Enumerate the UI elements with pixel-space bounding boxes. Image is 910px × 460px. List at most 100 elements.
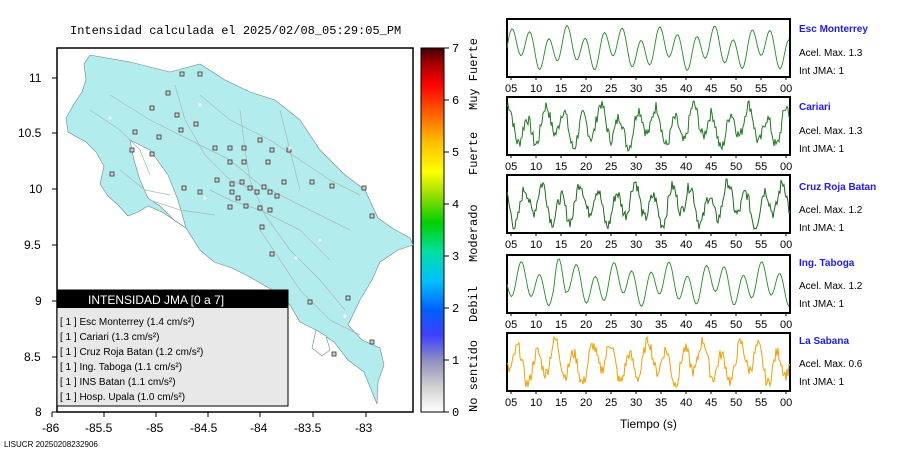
- waveform-frame-5: [506, 332, 791, 392]
- intensity-colorbar: 0 1 2 3 4 5 6 7 No sentido Debil Moderad…: [420, 38, 481, 420]
- map-ytick-9: 9: [35, 294, 42, 308]
- time-tick-label: 20: [580, 83, 592, 95]
- time-tick-label: 50: [730, 83, 742, 95]
- map-x-tick-labels: -86 -85.5 -85 -84.5 -84 -83.5 -83: [42, 421, 373, 435]
- costa-rica-landmass: [65, 54, 414, 405]
- time-tick-label: 35: [655, 397, 667, 409]
- station-int-5: Int JMA: 1: [799, 377, 845, 388]
- colorbar-tick-7: 7: [452, 42, 459, 56]
- time-tick-label: 10: [530, 161, 542, 173]
- time-tick-label: 40: [680, 83, 692, 95]
- time-tick-label: 10: [530, 83, 542, 95]
- legend-item-2: [ 1 ] Cariari (1.3 cm/s²): [60, 332, 159, 343]
- legend-item-3: [ 1 ] Cruz Roja Batan (1.2 cm/s²): [60, 347, 203, 358]
- waveform-panels: 05 10 15 20 25 30 35 40 45 50 55 00 05 10 15 20 25 30 35 40…: [505, 18, 792, 409]
- time-tick-label: 20: [580, 239, 592, 251]
- time-tick-label: 10: [530, 397, 542, 409]
- station-int-1: Int JMA: 1: [799, 66, 845, 77]
- time-tick-label: 55: [755, 319, 767, 331]
- station-name-5: La Sabana: [799, 336, 850, 347]
- time-tick-label: 05: [505, 83, 517, 95]
- station-acel-4: Acel. Max. 1.2: [799, 281, 863, 292]
- map-xtick--85: -85: [146, 421, 164, 435]
- station-name-1: Esc Monterrey: [799, 24, 868, 35]
- time-tick-label: 00: [780, 239, 792, 251]
- legend-title: INTENSIDAD JMA [0 a 7]: [88, 293, 224, 307]
- time-tick-label: 15: [555, 319, 567, 331]
- time-tick-label: 00: [780, 319, 792, 331]
- time-tick-label: 00: [780, 397, 792, 409]
- colorbar-tick-5: 5: [452, 146, 459, 160]
- colorbar-category-moderado: Moderado: [467, 204, 481, 262]
- colorbar-category-no-sentido: No sentido: [467, 340, 481, 412]
- time-tick-label: 05: [505, 239, 517, 251]
- colorbar-tick-3: 3: [452, 250, 459, 264]
- map-xtick--83: -83: [355, 421, 373, 435]
- map-ytick-11: 11: [29, 71, 42, 85]
- time-tick-label: 25: [605, 239, 617, 251]
- time-tick-label: 15: [555, 397, 567, 409]
- time-tick-label: 45: [705, 83, 717, 95]
- time-tick-label: 35: [655, 83, 667, 95]
- time-tick-label: 45: [705, 397, 717, 409]
- legend-item-5: [ 1 ] INS Batan (1.1 cm/s²): [60, 377, 176, 388]
- time-tick-label: 45: [705, 319, 717, 331]
- colorbar-tick-6: 6: [452, 94, 459, 108]
- time-tick-label: 05: [505, 161, 517, 173]
- station-acel-5: Acel. Max. 0.6: [799, 359, 863, 370]
- time-tick-label: 00: [780, 83, 792, 95]
- waveform-trace-4: [506, 258, 790, 307]
- time-tick-label: 25: [605, 397, 617, 409]
- time-tick-label: 40: [680, 319, 692, 331]
- time-tick-label: 20: [580, 161, 592, 173]
- time-tick-label: 50: [730, 161, 742, 173]
- time-tick-label: 40: [680, 397, 692, 409]
- legend-item-1: [ 1 ] Esc Monterrey (1.4 cm/s²): [60, 317, 194, 328]
- town-dots: [108, 103, 347, 318]
- time-tick-label: 30: [630, 239, 642, 251]
- time-tick-label: 30: [630, 161, 642, 173]
- map-ytick-9.5: 9.5: [24, 238, 41, 252]
- time-tick-label: 30: [630, 397, 642, 409]
- time-tick-label: 35: [655, 239, 667, 251]
- map-xtick--84.5: -84.5: [190, 421, 218, 435]
- time-tick-label: 35: [655, 319, 667, 331]
- time-tick-label: 35: [655, 161, 667, 173]
- intensity-legend: INTENSIDAD JMA [0 a 7] [ 1 ] Esc Monterr…: [56, 289, 289, 407]
- map-y-tick-labels: 11 10.5 10 9.5 9 8.5 8: [18, 71, 43, 419]
- time-tick-label: 40: [680, 161, 692, 173]
- colorbar-tick-4: 4: [452, 198, 459, 212]
- time-tick-label: 45: [705, 239, 717, 251]
- colorbar-category-debil: Debil: [467, 286, 481, 322]
- waveform-xlabel: Tiempo (s): [620, 417, 677, 431]
- map-xtick--86: -86: [42, 421, 60, 435]
- colorbar-category-fuerte: Fuerte: [467, 132, 481, 175]
- waveform-trace-2: [506, 100, 791, 153]
- time-tick-label: 55: [755, 239, 767, 251]
- station-int-3: Int JMA: 1: [799, 223, 845, 234]
- map-ytick-10: 10: [29, 182, 43, 196]
- time-tick-label: 10: [530, 319, 542, 331]
- station-name-4: Ing. Taboga: [799, 258, 855, 269]
- time-tick-label: 10: [530, 239, 542, 251]
- time-tick-label: 50: [730, 239, 742, 251]
- map-xtick--83.5: -83.5: [294, 421, 322, 435]
- map-ytick-8: 8: [35, 405, 42, 419]
- station-markers: [109, 71, 375, 357]
- map-xtick--85.5: -85.5: [85, 421, 113, 435]
- time-tick-label: 15: [555, 161, 567, 173]
- time-tick-label: 55: [755, 83, 767, 95]
- time-tick-label: 05: [505, 397, 517, 409]
- colorbar-tick-1: 1: [452, 354, 459, 368]
- time-tick-label: 30: [630, 319, 642, 331]
- legend-item-6: [ 1 ] Hosp. Upala (1.0 cm/s²): [60, 392, 185, 403]
- time-tick-label: 50: [730, 319, 742, 331]
- colorbar-category-muy-fuerte: Muy Fuerte: [467, 38, 481, 110]
- time-tick-label: 15: [555, 83, 567, 95]
- time-tick-label: 20: [580, 397, 592, 409]
- station-name-2: Cariari: [799, 102, 831, 113]
- time-tick-label: 15: [555, 239, 567, 251]
- waveform-trace-1: [506, 24, 790, 72]
- time-tick-label: 45: [705, 161, 717, 173]
- map-ytick-8.5: 8.5: [24, 350, 41, 364]
